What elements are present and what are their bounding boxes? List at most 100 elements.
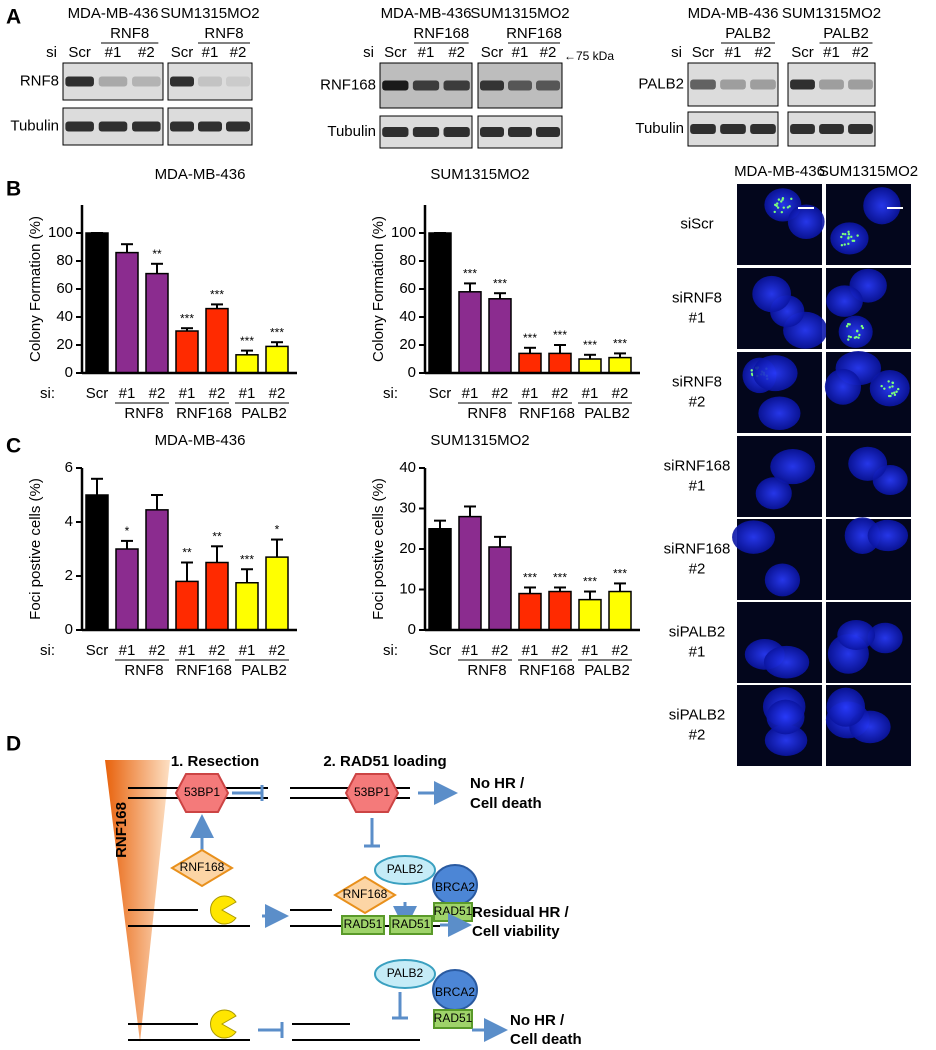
- chart-title: SUM1315MO2: [430, 432, 529, 449]
- protein-label: 53BP1: [354, 785, 390, 799]
- protein-label: RNF168: [343, 887, 388, 901]
- focus: [841, 232, 845, 236]
- blot-box: [687, 62, 779, 107]
- y-tick-label: 0: [65, 364, 73, 381]
- row-label: #1: [689, 477, 706, 494]
- band: [382, 127, 409, 137]
- bar: [488, 546, 512, 631]
- group-label: RNF8: [124, 662, 163, 679]
- lane-label: Scr: [481, 44, 504, 61]
- y-tick-label: 80: [399, 252, 416, 269]
- x-tick-label: #2: [612, 642, 629, 659]
- lane-label: Scr: [171, 44, 194, 61]
- si-label: si: [46, 44, 57, 61]
- micrograph: [826, 268, 911, 349]
- micrograph: [825, 685, 911, 766]
- lane-label: Scr: [68, 44, 91, 61]
- nucleus: [752, 275, 792, 313]
- micrograph: [826, 602, 911, 683]
- x-tick-label: Scr: [429, 385, 452, 402]
- row-label: siRNF168: [664, 540, 731, 557]
- nucleus: [863, 187, 901, 225]
- bar: [265, 345, 289, 374]
- cell-line-label: MDA-MB-436: [381, 5, 472, 22]
- y-tick-label: 80: [56, 252, 73, 269]
- nucleus: [752, 355, 798, 392]
- x-tick-label: #2: [149, 385, 166, 402]
- x-tick-label: Scr: [86, 642, 109, 659]
- band: [412, 80, 440, 91]
- x-prefix: si:: [383, 385, 398, 402]
- lane-label: #1: [512, 44, 529, 61]
- focus: [856, 234, 859, 237]
- group-label: RNF8: [467, 405, 506, 422]
- lane-label: #2: [755, 44, 772, 61]
- bar: [85, 232, 109, 374]
- bar: [205, 561, 229, 631]
- lane-label: #2: [230, 44, 247, 61]
- focus: [891, 385, 894, 388]
- y-tick-label: 0: [408, 364, 416, 381]
- significance: ***: [240, 334, 254, 348]
- y-tick-label: 60: [56, 280, 73, 297]
- nucleus: [837, 620, 876, 650]
- target-label: RNF168: [506, 25, 562, 42]
- chart-title: MDA-MB-436: [155, 166, 246, 183]
- lane-label: #1: [823, 44, 840, 61]
- x-tick-label: #1: [582, 642, 599, 659]
- protein-label: RNF168: [180, 860, 225, 874]
- focus: [840, 235, 843, 239]
- y-tick-label: 4: [65, 513, 73, 530]
- hexagon: [174, 773, 230, 813]
- protein-label: BRCA2: [435, 985, 475, 999]
- micrograph: [737, 436, 822, 517]
- focus: [847, 236, 850, 239]
- bar: [608, 590, 632, 631]
- nucleus: [838, 315, 873, 348]
- micrograph: [826, 184, 911, 265]
- focus: [780, 210, 784, 214]
- y-tick-label: 100: [48, 224, 73, 241]
- band: [720, 124, 746, 134]
- focus: [857, 336, 860, 339]
- micrograph: [826, 517, 911, 600]
- focus: [750, 369, 753, 372]
- focus: [856, 330, 859, 333]
- focus: [840, 244, 844, 247]
- significance: ***: [583, 338, 597, 352]
- group-label: RNF168: [519, 662, 575, 679]
- band: [65, 121, 94, 132]
- cell-line-label: MDA-MB-436: [68, 5, 159, 22]
- significance: ***: [493, 276, 507, 290]
- focus: [843, 243, 846, 246]
- cell-line-label: SUM1315MO2: [470, 5, 569, 22]
- cell-line-label: SUM1315MO2: [160, 5, 259, 22]
- bar: [235, 354, 259, 374]
- x-tick-label: #1: [462, 642, 479, 659]
- lane-label: #2: [138, 44, 155, 61]
- focus: [847, 335, 851, 338]
- band: [443, 127, 470, 137]
- band: [132, 76, 161, 87]
- y-tick-label: 0: [408, 621, 416, 638]
- panel-label: A: [6, 6, 21, 29]
- focus: [855, 335, 858, 339]
- y-tick-label: 100: [391, 224, 416, 241]
- focus: [887, 380, 890, 383]
- group-label: PALB2: [584, 405, 630, 422]
- significance: ***: [553, 571, 567, 585]
- column-label: MDA-MB-436: [734, 163, 825, 180]
- protein-label: Tubulin: [635, 120, 684, 137]
- target-label: RNF168: [413, 25, 469, 42]
- band: [690, 124, 716, 134]
- significance: ***: [613, 337, 627, 351]
- row-label: #2: [689, 393, 706, 410]
- bar: [85, 494, 109, 631]
- y-axis-label: Foci postive cells (%): [27, 478, 44, 620]
- x-tick-label: #2: [269, 642, 286, 659]
- group-label: PALB2: [584, 662, 630, 679]
- panel-label: D: [6, 733, 21, 756]
- significance: ***: [210, 288, 224, 302]
- group-label: RNF8: [124, 405, 163, 422]
